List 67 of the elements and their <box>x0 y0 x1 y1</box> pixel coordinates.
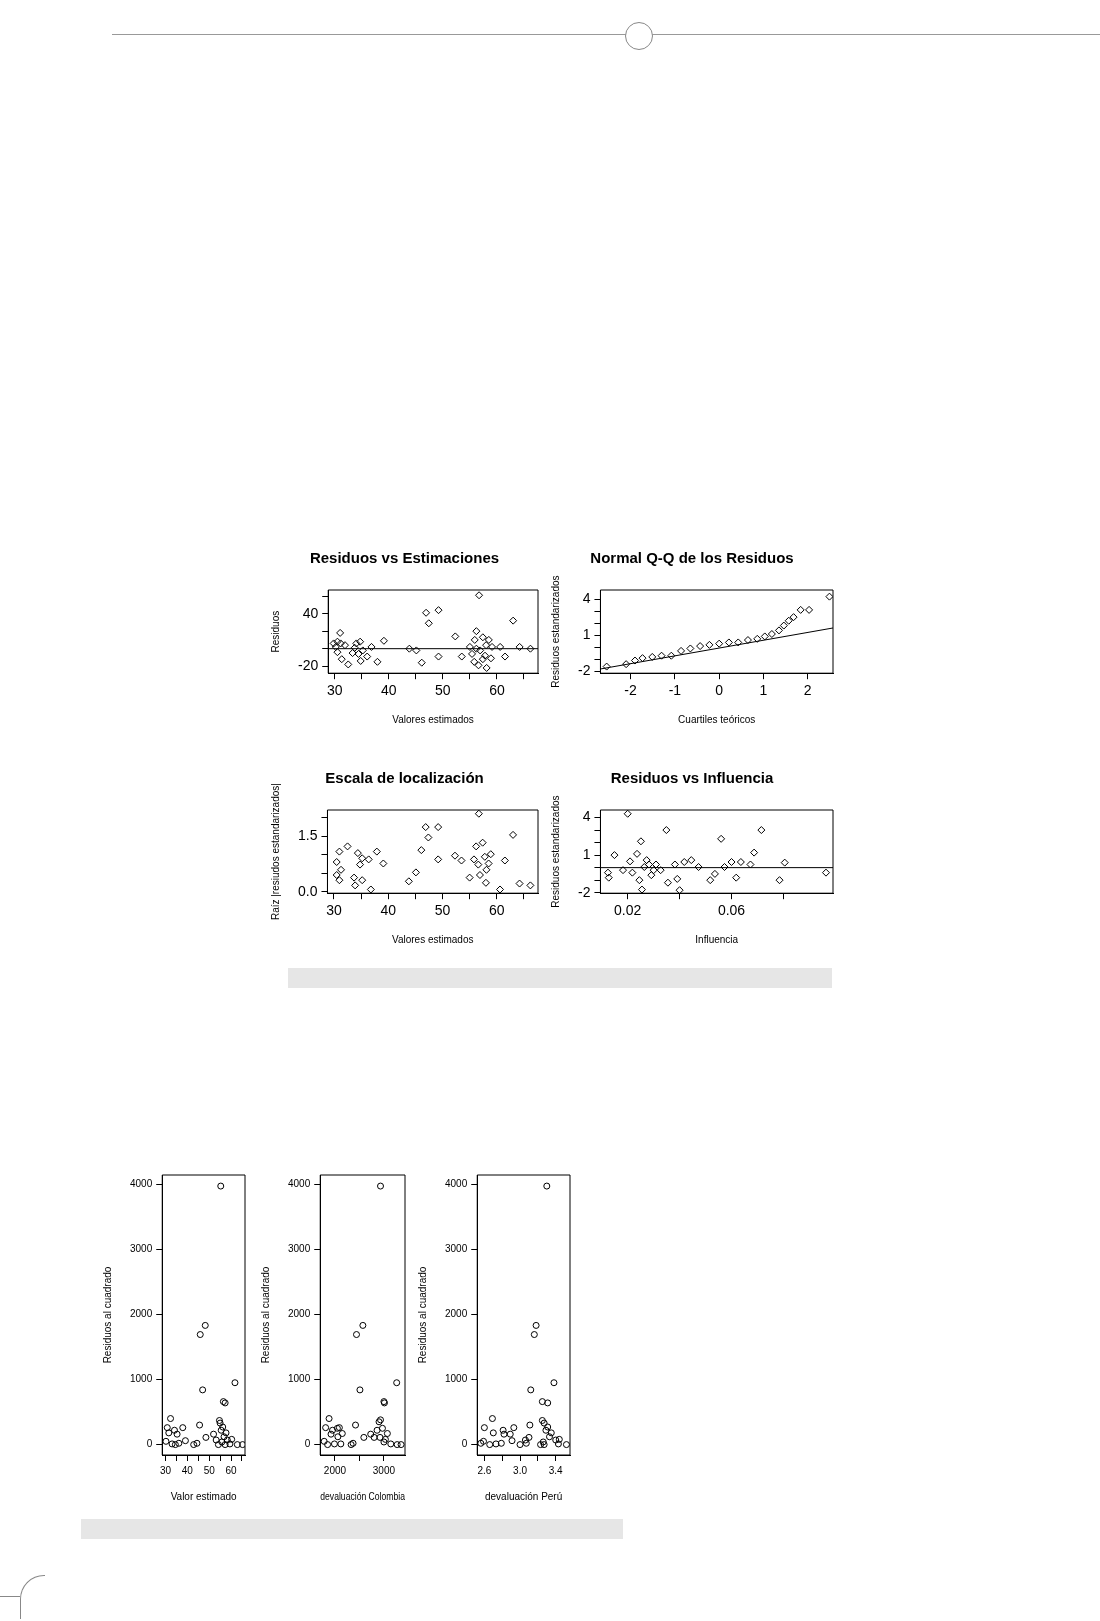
y-tick-label: 0 <box>304 1438 311 1450</box>
y-tick-label: 1 <box>582 626 591 643</box>
x-tick-label: 1 <box>759 682 768 699</box>
chart-title: Escala de localización <box>325 769 484 787</box>
y-tick-label: -2 <box>578 662 591 679</box>
x-tick-label: 50 <box>203 1464 216 1476</box>
y-tick-label: 1000 <box>130 1373 153 1385</box>
x-axis-title: Valor estimado <box>170 1490 238 1502</box>
x-tick-label: 60 <box>225 1464 238 1476</box>
x-tick-label: 0.02 <box>614 902 642 919</box>
y-tick-label: 40 <box>302 604 319 621</box>
y-axis-title: Residuos <box>269 610 281 653</box>
y-tick-label: 3000 <box>130 1242 153 1254</box>
x-axis-title: Valores estimados <box>392 713 474 725</box>
x-tick-label: 0 <box>715 682 724 699</box>
y-axis-title: Residuos al cuadrado <box>416 1266 428 1364</box>
x-tick-label: 40 <box>181 1464 194 1476</box>
chart-title: Residuos vs Influencia <box>610 769 774 787</box>
y-tick-label: 1000 <box>445 1373 468 1385</box>
y-tick-label: 3000 <box>288 1242 311 1254</box>
x-tick-label: 60 <box>489 682 505 699</box>
x-axis-title: devaluación Colombia <box>320 1491 406 1502</box>
chart-title: Residuos vs Estimaciones <box>309 549 500 567</box>
y-tick-label: 0 <box>461 1438 468 1450</box>
x-axis-title: devaluación Perú <box>484 1490 563 1502</box>
x-tick-label: 30 <box>326 682 343 699</box>
y-tick-label: -2 <box>578 883 591 900</box>
y-tick-label: 0 <box>146 1438 153 1450</box>
y-tick-label: 1.5 <box>297 826 318 843</box>
y-tick-label: 2000 <box>445 1308 468 1320</box>
y-axis-title: Residuos estandarizados <box>549 795 561 908</box>
x-tick-label: 2 <box>803 682 812 699</box>
y-tick-label: 4000 <box>288 1177 311 1189</box>
y-tick-label: 4000 <box>130 1177 153 1189</box>
x-tick-label: 2.6 <box>477 1464 492 1476</box>
x-tick-label: 40 <box>381 682 397 699</box>
y-tick-label: 2000 <box>130 1308 153 1320</box>
x-tick-label: -1 <box>668 682 682 699</box>
x-axis-title: Cuartiles teóricos <box>678 713 756 725</box>
y-tick-label: -20 <box>298 657 319 674</box>
y-tick-label: 1000 <box>288 1373 311 1385</box>
y-tick-label: 1 <box>582 845 591 862</box>
x-tick-label: 3.4 <box>548 1464 564 1476</box>
x-axis-title: Valores estimados <box>391 933 474 945</box>
y-tick-label: 0.0 <box>297 882 318 899</box>
x-tick-label: 3000 <box>372 1464 396 1476</box>
y-axis-title: Residuos estandarizados <box>549 575 561 688</box>
y-tick-label: 4000 <box>445 1177 468 1189</box>
x-tick-label: 30 <box>326 902 342 919</box>
x-tick-label: 2000 <box>323 1464 347 1476</box>
chart-title: Normal Q-Q de los Residuos <box>590 549 794 567</box>
y-tick-label: 2000 <box>288 1308 311 1320</box>
y-axis-title: Residuos al cuadrado <box>101 1266 113 1364</box>
y-axis-title: Raíz |resiudos estandarizados| <box>269 783 281 921</box>
x-tick-label: 50 <box>435 682 451 699</box>
y-tick-label: 3000 <box>445 1242 468 1254</box>
x-tick-label: 40 <box>380 902 397 919</box>
x-tick-label: 0.06 <box>717 902 746 919</box>
y-tick-label: 4 <box>582 589 591 606</box>
x-tick-label: 30 <box>159 1464 172 1476</box>
x-tick-label: 50 <box>434 902 451 919</box>
x-tick-label: 60 <box>488 902 505 919</box>
x-tick-label: 3.0 <box>513 1464 528 1476</box>
x-tick-label: -2 <box>624 682 637 699</box>
y-axis-title: Residuos al cuadrado <box>259 1266 271 1364</box>
x-axis-title: Influencia <box>695 933 739 945</box>
y-tick-label: 4 <box>582 808 591 825</box>
